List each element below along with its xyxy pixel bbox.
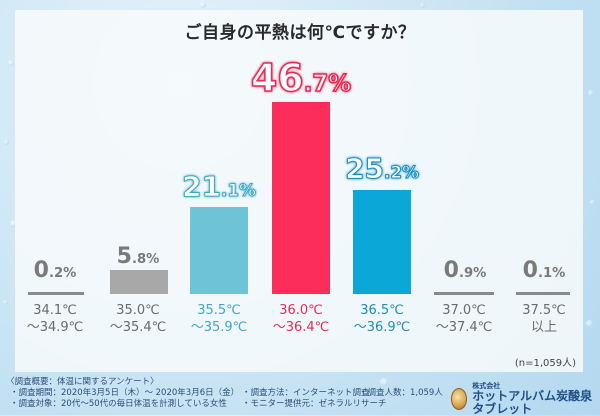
bar-label: 36.0℃ ～36.4℃ (272, 303, 330, 335)
bar-baseline (434, 292, 494, 295)
bar-value: 0.1% (522, 258, 566, 283)
bar-label: 37.5℃ 以上 (522, 303, 566, 335)
survey-heading: 〈調査概要：体温に関するアンケート〉 (6, 377, 159, 387)
sample-size-label: (n=1,059人) (514, 358, 576, 369)
bar-value: 5.8% (116, 244, 160, 269)
bar-value: 0.2% (33, 258, 77, 283)
bar-value: 0.9% (443, 258, 487, 283)
survey-monitor: ・モニター提供元：ゼネラルリサーチ (242, 399, 387, 409)
company-logo: 株式会社 ホットアルバム炭酸泉タブレット (451, 382, 600, 416)
bar (353, 190, 411, 294)
survey-target: ・調査対象：20代～50代の毎日体温を計測している女性 (10, 399, 227, 409)
bar-label: 35.0℃ ～35.4℃ (109, 303, 167, 335)
logo-name: ホットアルバム炭酸泉タブレット (472, 389, 593, 416)
survey-method: ・調査方法：インターネット調査 (242, 388, 370, 398)
bar (110, 270, 168, 294)
survey-count: ・調査人数：1,059人 (359, 388, 443, 398)
bar-label: 34.1℃ ～34.9℃ (26, 303, 84, 335)
bar-value: 25.2% (345, 152, 420, 186)
survey-period: ・調査期間：2020年3月5日（木）～ 2020年3月6日（金） (10, 388, 240, 398)
chart-title: ご自身の平熱は何℃ですか？ (184, 23, 416, 43)
bar (190, 207, 248, 294)
logo-subtitle: 株式会社 (472, 382, 501, 390)
bar-baseline (28, 292, 84, 295)
bar-label: 35.5℃ ～35.9℃ (190, 303, 248, 335)
bar-label: 36.5℃ ～36.9℃ (353, 303, 411, 335)
bar-label: 37.0℃ ～37.4℃ (435, 303, 493, 335)
survey-summary: 〈調査概要：体温に関するアンケート〉 ・調査期間：2020年3月5日（木）～ 2… (6, 377, 443, 410)
bar-value: 21.1% (182, 170, 257, 204)
bar-baseline (516, 292, 570, 295)
tablet-coin-icon (451, 388, 468, 410)
bar (272, 102, 330, 294)
bar-value: 46.7% (250, 55, 352, 101)
